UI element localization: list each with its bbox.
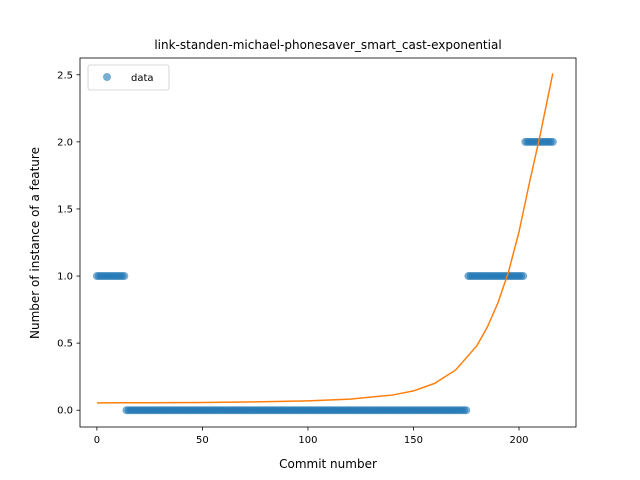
y-axis-label: Number of instance of a feature bbox=[28, 147, 42, 339]
y-tick-label: 1.0 bbox=[57, 272, 73, 283]
legend-label: data bbox=[131, 73, 154, 84]
y-tick-label: 2.5 bbox=[57, 70, 73, 81]
legend-box bbox=[87, 64, 170, 91]
data-point bbox=[462, 406, 471, 415]
x-tick-label: 50 bbox=[196, 435, 209, 446]
x-tick-label: 0 bbox=[94, 435, 100, 446]
plot-area bbox=[92, 73, 557, 415]
y-tick-label: 1.5 bbox=[57, 204, 73, 215]
chart-title: link-standen-michael-phonesaver_smart_ca… bbox=[154, 38, 501, 52]
y-tick-label: 0.5 bbox=[57, 339, 73, 350]
data-point bbox=[548, 137, 557, 146]
x-tick-label: 100 bbox=[298, 435, 317, 446]
axes-frame bbox=[79, 57, 577, 428]
data-point bbox=[120, 272, 129, 281]
x-tick-label: 200 bbox=[509, 435, 528, 446]
y-tick-label: 2.0 bbox=[57, 137, 73, 148]
legend: data bbox=[87, 64, 170, 91]
fit-line bbox=[96, 73, 554, 404]
y-tick-label: 0.0 bbox=[57, 406, 73, 417]
data-point bbox=[519, 272, 528, 281]
legend-marker bbox=[103, 73, 111, 81]
x-tick-label: 150 bbox=[404, 435, 423, 446]
axes: 0 50 100 150 200 0.0 0.5 1.0 1.5 2.0 2.5 bbox=[57, 57, 577, 446]
x-axis-label: Commit number bbox=[279, 457, 377, 471]
